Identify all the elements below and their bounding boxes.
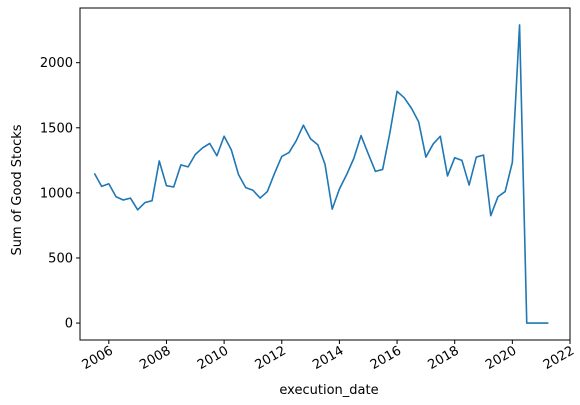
x-tick-label: 2010 [195,343,231,373]
x-tick-label: 2008 [137,343,173,373]
x-tick-label: 2006 [80,343,116,373]
x-tick-label: 2014 [310,343,346,373]
y-tick-label: 2000 [40,56,73,71]
y-tick-label: 1000 [40,186,73,201]
x-tick-label: 2022 [541,343,577,373]
plot-frame [79,7,571,341]
series-line-0 [93,24,549,324]
x-tick-label: 2020 [483,343,519,373]
y-tick-label: 1500 [40,121,73,136]
x-tick-label: 2012 [253,343,289,373]
y-tick-label: 500 [48,251,73,266]
y-axis: 0 500 1000 1500 2000 [40,56,80,332]
x-tick-label: 2016 [368,343,404,373]
x-tick-label: 2018 [426,343,462,373]
x-axis: 2006 2008 2010 2012 2014 2016 2018 2020 2022 [80,340,577,373]
x-axis-label: execution_date [279,383,378,398]
y-tick-label: 0 [65,317,73,332]
plot-area [79,7,571,341]
y-axis-label: Sum of Good Stocks [10,124,25,255]
